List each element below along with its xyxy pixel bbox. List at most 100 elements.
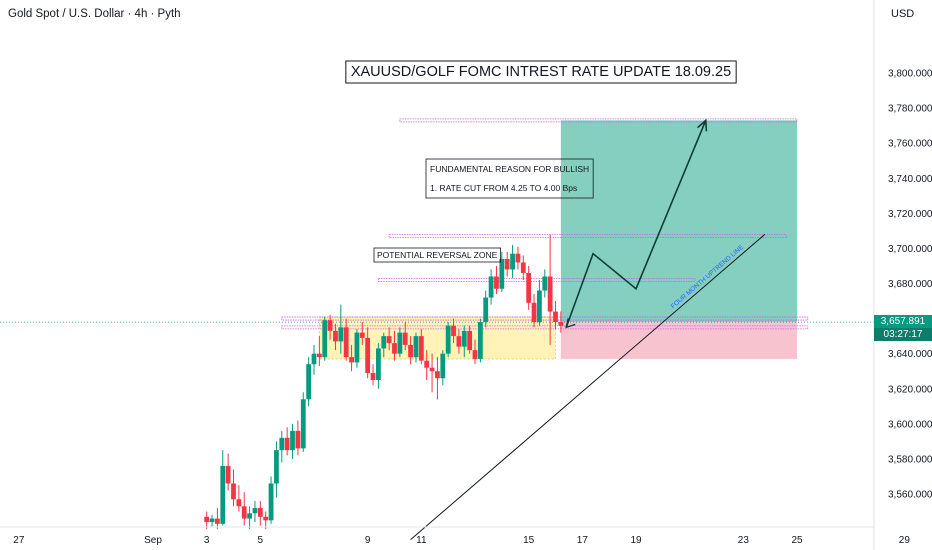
candle-body — [370, 372, 376, 380]
candle-body — [204, 516, 210, 523]
candle-body — [306, 364, 312, 400]
chart-title: XAUUSD/GOLF FOMC INTREST RATE UPDATE 18.… — [351, 64, 731, 80]
currency-label[interactable]: USD — [891, 8, 915, 20]
candle-body — [268, 483, 274, 521]
candle-body — [290, 430, 295, 451]
candle-body — [316, 353, 322, 358]
y-tick-label: 3,640.000 — [888, 349, 932, 360]
candle-body — [343, 327, 349, 358]
candle-body — [402, 332, 408, 345]
x-tick-label: 15 — [523, 535, 535, 546]
level-line — [281, 325, 809, 330]
candle-body — [322, 320, 328, 358]
bar-countdown: 03:27:17 — [874, 328, 932, 342]
candle-body — [397, 332, 403, 354]
candle-body — [418, 336, 424, 361]
level-line — [377, 278, 696, 282]
candle-body — [333, 330, 338, 342]
fundamental-point: 1. RATE CUT FROM 4.25 TO 4.00 Bps — [430, 183, 577, 193]
candles-layer — [204, 234, 564, 530]
x-tick-label: 17 — [577, 535, 589, 546]
reversal-label-box — [373, 247, 502, 263]
x-tick-label: 23 — [738, 535, 750, 546]
candle-body — [252, 508, 258, 514]
y-tick-label: 3,680.000 — [888, 279, 932, 290]
y-tick-label: 3,720.000 — [888, 209, 932, 220]
fundamental-title: FUNDAMENTAL REASON FOR BULLISH — [430, 164, 589, 174]
x-tick-label: 25 — [791, 535, 803, 546]
candle-body — [241, 506, 247, 519]
candle-body — [547, 276, 553, 312]
candle-body — [225, 465, 231, 484]
uptrend-line — [410, 234, 766, 540]
candle-body — [376, 348, 381, 380]
candle-body — [440, 353, 446, 379]
candle-body — [263, 516, 269, 521]
y-tick-label: 3,800.000 — [888, 69, 932, 80]
candle-body — [526, 272, 532, 303]
y-tick-label: 3,580.000 — [888, 454, 932, 465]
candle-body — [295, 430, 301, 449]
level-line — [388, 234, 787, 239]
candle-body — [520, 262, 526, 273]
candle-body — [445, 325, 451, 354]
stop-zone — [560, 322, 797, 359]
candle-body — [349, 357, 354, 363]
candle-body — [209, 518, 215, 523]
candle-body — [558, 322, 564, 326]
projection-arrowhead — [697, 118, 708, 132]
x-tick-label: 19 — [630, 535, 642, 546]
candle-body — [279, 437, 285, 451]
y-tick-label: 3,600.000 — [888, 419, 932, 430]
target-zone — [560, 120, 797, 323]
reversal-zone-label: POTENTIAL REVERSAL ZONE — [377, 250, 498, 260]
level-line — [399, 118, 798, 123]
candle-body — [354, 332, 360, 363]
candle-body — [531, 302, 537, 323]
candle-body — [386, 336, 392, 344]
candle-body — [392, 343, 397, 354]
candle-body — [477, 322, 483, 359]
candle-body — [456, 336, 462, 347]
candle-body — [300, 399, 306, 449]
candle-body — [236, 499, 242, 507]
candle-body — [424, 360, 430, 368]
candle-body — [499, 258, 505, 289]
candle-body — [247, 513, 252, 519]
projection-path — [565, 120, 707, 328]
candle-body — [429, 367, 435, 372]
x-tick-label: 11 — [416, 535, 427, 546]
candle-body — [311, 353, 317, 365]
x-tick-label: 5 — [258, 535, 264, 546]
candle-body — [338, 327, 344, 342]
candle-body — [488, 276, 494, 298]
candle-body — [451, 325, 456, 337]
candle-body — [215, 518, 220, 524]
chart-title-box — [345, 60, 737, 84]
y-tick-label: 3,740.000 — [888, 174, 932, 185]
candle-body — [257, 508, 263, 517]
candle-body — [231, 483, 236, 500]
x-tick-label: 29 — [899, 535, 911, 546]
candle-body — [408, 344, 413, 358]
levels-layer — [0, 118, 874, 330]
candle-body — [510, 253, 515, 270]
candle-body — [413, 336, 419, 358]
last-price: 3,657.891 — [880, 316, 926, 328]
last-price-tag: 3,657.891 03:27:17 — [874, 315, 932, 342]
candle-body — [274, 450, 279, 484]
candle-body — [515, 253, 521, 263]
candle-body — [553, 311, 558, 323]
candle-body — [504, 258, 510, 270]
y-tick-label: 3,560.000 — [888, 490, 932, 501]
candle-body — [381, 336, 387, 349]
lines-layer — [410, 118, 766, 540]
y-tick-label: 3,780.000 — [888, 104, 932, 115]
y-tick-label: 3,620.000 — [888, 384, 932, 395]
candle-body — [542, 276, 548, 291]
candle-body — [472, 350, 478, 359]
candle-body — [327, 320, 333, 331]
symbol-title[interactable]: Gold Spot / U.S. Dollar · 4h · Pyth — [8, 8, 181, 20]
